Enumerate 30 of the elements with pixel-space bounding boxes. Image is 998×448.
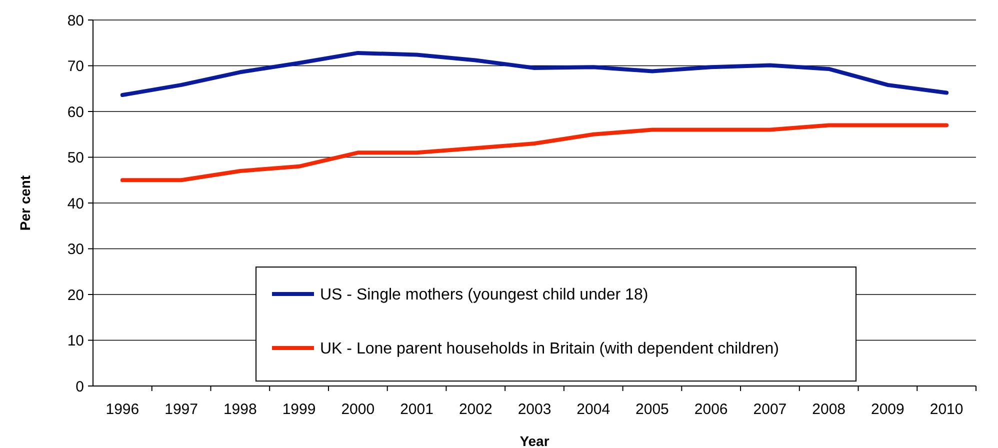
y-tick-label: 50 xyxy=(67,150,84,166)
x-tick-label: 2004 xyxy=(576,401,610,418)
y-tick-label: 10 xyxy=(67,332,84,350)
x-tick-label: 2005 xyxy=(636,401,669,418)
legend-label: UK - Lone parent households in Britain (with dependent children) xyxy=(320,340,779,358)
x-tick-label: 2003 xyxy=(518,401,552,418)
x-tick-label: 2010 xyxy=(930,401,964,418)
y-tick-label: 20 xyxy=(67,286,84,304)
x-tick-label: 2000 xyxy=(341,401,375,418)
y-tick-label: 60 xyxy=(67,104,84,121)
y-tick-label: 40 xyxy=(67,195,84,212)
x-axis-title: Year xyxy=(520,433,550,448)
y-axis-title: Per cent xyxy=(17,175,33,231)
x-tick-label: 1999 xyxy=(282,401,316,418)
x-tick-label: 2001 xyxy=(400,401,434,418)
x-tick-label: 1997 xyxy=(164,401,198,418)
x-tick-label: 1998 xyxy=(223,401,257,418)
legend-label: US - Single mothers (youngest child under 18) xyxy=(320,286,648,304)
y-tick-label: 70 xyxy=(67,58,84,75)
line-series xyxy=(120,50,949,98)
line-series xyxy=(120,123,949,182)
x-tick-label: 2002 xyxy=(458,401,492,418)
y-tick-label: 30 xyxy=(67,241,84,258)
x-tick-label: 2009 xyxy=(871,401,904,418)
x-tick-label: 1996 xyxy=(106,401,140,418)
y-tick-label: 80 xyxy=(67,12,84,30)
x-tick-label: 2008 xyxy=(812,401,846,418)
y-tick-label: 0 xyxy=(76,378,84,396)
x-tick-label: 2006 xyxy=(694,401,728,418)
x-tick-label: 2007 xyxy=(753,401,787,418)
